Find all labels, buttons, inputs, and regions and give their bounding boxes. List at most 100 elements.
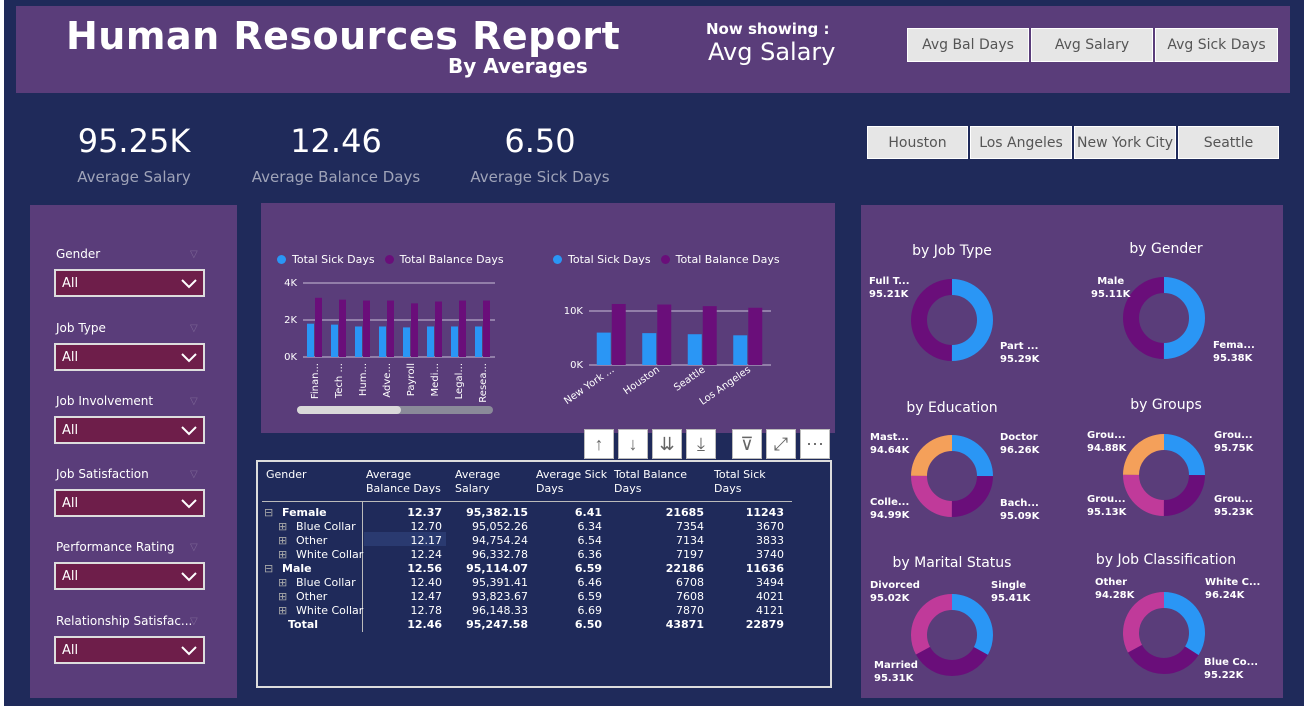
- chevron-down-icon: ▽: [190, 616, 198, 627]
- table-cell-sick: 6.41: [574, 506, 602, 519]
- chart-scrollbar-thumb[interactable]: [297, 406, 401, 414]
- focus-mode-icon[interactable]: ⤢: [766, 429, 796, 459]
- donut-category: Colle...: [870, 497, 910, 508]
- donut-value: 94.64K: [870, 445, 910, 456]
- x-tick-label: Hum...: [358, 363, 369, 396]
- city-button-houston[interactable]: Houston: [867, 126, 968, 159]
- table-cell-tbal: 7134: [676, 534, 704, 547]
- table-cell-tsick: 3740: [756, 548, 784, 561]
- slicer-job-involvement-dropdown[interactable]: All: [54, 416, 205, 444]
- donut-value: 94.88K: [1087, 443, 1127, 454]
- table-row: Total 12.46 95,247.58 6.50 43871 22879: [264, 618, 792, 632]
- donut-groups-segment: [1123, 434, 1205, 516]
- next-level-icon[interactable]: ⇊: [652, 429, 682, 459]
- city-button-los-angeles[interactable]: Los Angeles: [970, 126, 1072, 159]
- legend-label-balance: Total Balance Days: [675, 253, 780, 266]
- donut-category: Grou...: [1087, 430, 1126, 441]
- slicer-relationship-satisfaction-dropdown[interactable]: All: [54, 636, 205, 664]
- slicer-job-satisfaction-dropdown[interactable]: All: [54, 489, 205, 517]
- donut-label: Grou... 95.13K: [1087, 493, 1126, 519]
- donut-value: 95.29K: [1000, 354, 1040, 365]
- table-cell-tsick: 11243: [745, 506, 784, 519]
- bar-charts-panel: Total Sick Days Total Balance Days Total…: [261, 203, 835, 433]
- table-cell-sick: 6.59: [577, 590, 603, 603]
- collapse-icon[interactable]: ⊟: [264, 506, 274, 519]
- bar-balance: [387, 300, 394, 357]
- bar-balance: [657, 304, 672, 365]
- bar-balance: [702, 306, 717, 365]
- table-cell-sal: 96,332.78: [472, 548, 528, 561]
- avg-sick-days-button[interactable]: Avg Sick Days: [1155, 28, 1278, 62]
- table-cell-tsick: 4121: [756, 604, 784, 617]
- donut-value: 95.31K: [874, 673, 914, 684]
- donut-charts-panel: by Job Type by Gender by Education by Gr…: [861, 205, 1283, 698]
- slicer-gender-dropdown[interactable]: All: [54, 269, 205, 297]
- donut-category: Fema...: [1213, 340, 1255, 351]
- table-cell-bal: 12.37: [407, 506, 442, 519]
- bar-sick: [403, 327, 410, 357]
- table-cell-sick: 6.34: [577, 520, 603, 533]
- table-row: ⊟ Female 12.37 95,382.15 6.41 21685 11243: [264, 506, 792, 520]
- y-tick-label: 2K: [284, 315, 297, 326]
- table-row: ⊟ Male 12.56 95,114.07 6.59 22186 11636: [264, 562, 792, 576]
- table-row: ⊞ Other 12.47 93,823.67 6.59 7608 4021: [264, 590, 792, 604]
- table-cell-label: White Collar: [296, 604, 364, 617]
- expand-hierarchy-icon[interactable]: ⤓: [686, 429, 716, 459]
- table-cell-bal: 12.46: [407, 618, 442, 631]
- avg-salary-button[interactable]: Avg Salary: [1031, 28, 1153, 62]
- avg-bal-days-button[interactable]: Avg Bal Days: [907, 28, 1029, 62]
- donut-category: Bach...: [1000, 498, 1039, 509]
- hover-highlight: [364, 532, 446, 546]
- donut-category: Divorced: [870, 580, 920, 591]
- donut-label: Other 94.28K: [1095, 576, 1134, 602]
- donut-value: 94.99K: [870, 510, 910, 521]
- drill-up-icon[interactable]: ↑: [584, 429, 614, 459]
- bar-sick: [687, 334, 702, 365]
- slicer-panel: Gender ▽ All Job Type ▽ All Job Involvem…: [30, 205, 237, 698]
- expand-icon[interactable]: ⊞: [278, 520, 288, 533]
- city-button-new-york-city[interactable]: New York City: [1074, 126, 1176, 159]
- table-cell-tsick: 22879: [745, 618, 784, 631]
- legend-label-sick: Total Sick Days: [568, 253, 651, 266]
- table-cell-label: Female: [282, 506, 327, 519]
- donut-label: Fema... 95.38K: [1213, 339, 1255, 365]
- table-cell-sal: 95,247.58: [466, 618, 528, 631]
- chart-scrollbar[interactable]: [297, 406, 493, 414]
- bar-sick: [733, 335, 748, 365]
- expand-icon[interactable]: ⊞: [278, 576, 288, 589]
- chevron-down-icon: [181, 572, 197, 582]
- collapse-icon[interactable]: ⊟: [264, 562, 274, 575]
- donut-label: Divorced 95.02K: [870, 579, 920, 605]
- bar-sick: [355, 326, 362, 357]
- expand-icon[interactable]: ⊞: [278, 548, 288, 561]
- donut-groups-segment: [1123, 434, 1205, 516]
- donut-title-gender: by Gender: [1129, 241, 1203, 257]
- donut-label: Full T... 95.21K: [869, 275, 910, 301]
- kpi-average-balance-days-label: Average Balance Days: [251, 168, 421, 186]
- y-tick-label: 0K: [284, 352, 297, 363]
- drill-down-icon[interactable]: ↓: [618, 429, 648, 459]
- table-cell-bal: 12.56: [407, 562, 442, 575]
- table-cell-label: Blue Collar: [296, 576, 356, 589]
- expand-icon[interactable]: ⊞: [278, 604, 288, 617]
- city-button-seattle[interactable]: Seattle: [1178, 126, 1279, 159]
- table-cell-sick: 6.36: [577, 548, 603, 561]
- table-row: ⊞ White Collar 12.78 96,148.33 6.69 7870 4121: [264, 604, 792, 618]
- more-options-icon[interactable]: ⋯: [800, 429, 830, 459]
- x-tick-label: Legal...: [454, 363, 465, 399]
- table-cell-tsick: 3833: [756, 534, 784, 547]
- table-row: ⊞ White Collar 12.24 96,332.78 6.36 7197 3740: [264, 548, 792, 562]
- expand-icon[interactable]: ⊞: [278, 590, 288, 603]
- slicer-job-type-dropdown[interactable]: All: [54, 343, 205, 371]
- slicer-gender-title: Gender: [56, 247, 101, 261]
- x-tick-label: Medi...: [430, 363, 441, 396]
- table-cell-sal: 95,052.26: [472, 520, 528, 533]
- bar-sick: [379, 326, 386, 357]
- donut-category: Other: [1095, 577, 1128, 588]
- donut-title-education: by Education: [906, 400, 998, 416]
- bar-balance: [748, 307, 763, 365]
- expand-icon[interactable]: ⊞: [278, 534, 288, 547]
- filter-icon[interactable]: ⊽: [732, 429, 762, 459]
- slicer-performance-rating-dropdown[interactable]: All: [54, 562, 205, 590]
- donut-category: White C...: [1205, 577, 1261, 588]
